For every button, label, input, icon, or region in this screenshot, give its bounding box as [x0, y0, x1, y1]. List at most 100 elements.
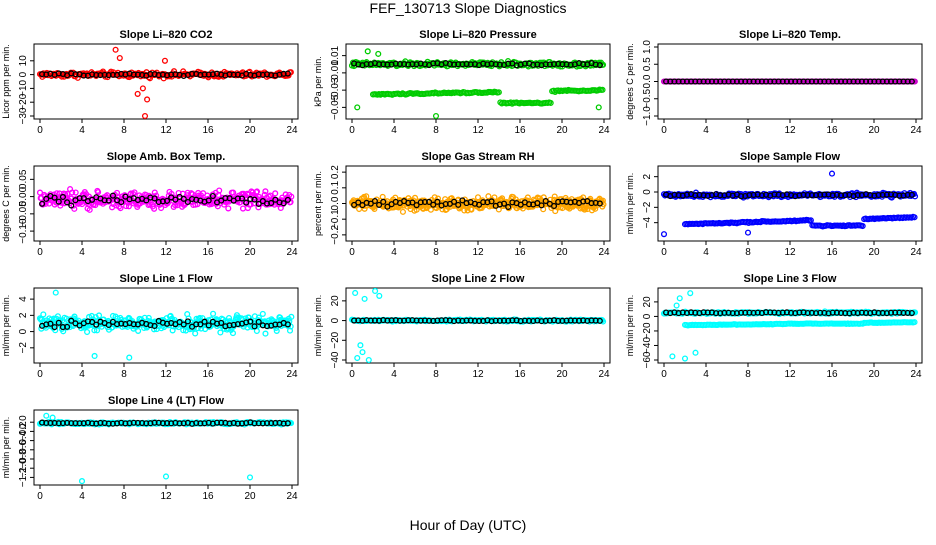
x-tick-label: 8	[433, 125, 439, 136]
data-point	[169, 327, 176, 334]
data-point	[89, 318, 96, 326]
panel-title: Slope Line 1 Flow	[120, 273, 213, 285]
x-tick-label: 16	[514, 247, 526, 258]
data-point	[172, 196, 179, 203]
panel-4: Slope Amb. Box Temp. degrees C per min. 0 4…	[1, 151, 299, 258]
data-points	[36, 186, 295, 213]
main-title: FEF_130713 Slope Diagnostics	[370, 0, 567, 16]
x-tick-label: 16	[514, 369, 526, 380]
y-axis-label: kPa per min.	[313, 56, 323, 107]
x-tick-label: 8	[745, 247, 751, 258]
data-point	[431, 194, 438, 201]
data-point	[284, 70, 291, 77]
data-point	[288, 313, 295, 320]
data-point	[361, 295, 368, 302]
x-tick-label: 12	[160, 369, 172, 380]
plot-frame	[33, 43, 299, 120]
x-tick-label: 0	[661, 369, 667, 380]
data-point	[911, 193, 919, 200]
x-tick-label: 4	[703, 369, 709, 380]
x-tick-label: 20	[868, 369, 880, 380]
y-tick-label: 0	[330, 317, 341, 323]
y-tick-label: −40	[642, 337, 653, 354]
data-point	[117, 205, 124, 212]
y-tick-label: −30	[18, 107, 29, 124]
data-point	[151, 322, 158, 330]
data-point	[196, 314, 203, 321]
data-point	[105, 197, 112, 204]
data-point	[145, 314, 152, 321]
panel-title: Slope Gas Stream RH	[421, 151, 534, 163]
x-tick-label: 20	[244, 125, 256, 136]
panel-title: Slope Amb. Box Temp.	[107, 151, 226, 163]
data-point	[272, 190, 279, 197]
y-tick-label: −0.01	[330, 60, 341, 86]
data-point	[55, 198, 62, 205]
data-point	[288, 193, 295, 200]
y-tick-label: 0	[18, 71, 29, 77]
data-point	[434, 198, 441, 205]
data-point	[68, 317, 75, 324]
data-point	[354, 354, 361, 362]
y-axis-label: percent per min.	[313, 171, 323, 236]
x-tick-label: 8	[121, 491, 127, 502]
y-tick-label: 0.5	[642, 57, 653, 71]
data-point	[95, 189, 102, 196]
y-tick-label: 0.01	[330, 45, 341, 65]
y-axis-label: ml/min per min.	[1, 417, 11, 479]
x-tick-label: 24	[910, 125, 922, 136]
x-tick-label: 24	[910, 369, 922, 380]
data-point	[284, 196, 291, 203]
data-point	[68, 202, 75, 209]
data-point	[255, 318, 262, 325]
data-point	[70, 202, 77, 209]
data-point	[284, 420, 291, 427]
y-tick-label: −20	[642, 322, 653, 339]
data-point	[141, 112, 149, 119]
data-point	[676, 295, 683, 302]
data-point	[413, 202, 420, 209]
data-point	[475, 201, 483, 208]
plot-frame	[345, 287, 611, 364]
data-point	[357, 342, 364, 349]
data-point	[134, 90, 141, 97]
data-point	[59, 193, 66, 200]
plot-frame	[657, 165, 923, 242]
x-tick-label: 12	[160, 125, 172, 136]
data-points	[36, 412, 295, 485]
data-point	[122, 193, 129, 200]
data-point	[596, 200, 603, 207]
x-tick-label: 0	[37, 491, 43, 502]
y-tick-label: −2	[18, 342, 29, 354]
y-tick-label: −20	[18, 93, 29, 110]
x-tick-label: 20	[556, 247, 568, 258]
data-point	[253, 188, 261, 195]
data-point	[205, 322, 212, 329]
data-point	[162, 473, 170, 480]
x-tick-label: 4	[79, 125, 85, 136]
data-points	[660, 170, 919, 238]
data-point	[500, 200, 508, 207]
x-tick-label: 0	[661, 125, 667, 136]
panel-title: Slope Li–820 Temp.	[739, 29, 841, 41]
y-axis-label: ml/min per min.	[1, 295, 11, 357]
data-point	[352, 289, 359, 297]
panel-title: Slope Li–820 CO2	[120, 29, 213, 41]
data-point	[599, 86, 606, 93]
data-point	[64, 199, 71, 206]
data-point	[409, 199, 416, 206]
x-tick-label: 8	[121, 369, 127, 380]
data-point	[105, 321, 112, 329]
data-point	[488, 198, 495, 205]
panel-10: Slope Line 4 (LT) Flow ml/min per min. 0 4 8…	[1, 395, 299, 502]
y-tick-label: −20	[330, 331, 341, 348]
panel-title: Slope Line 3 Flow	[744, 273, 837, 285]
x-tick-label: 12	[160, 491, 172, 502]
y-tick-label: −0.10	[18, 218, 29, 244]
data-point	[229, 330, 237, 337]
x-tick-label: 16	[826, 369, 838, 380]
data-point	[380, 198, 387, 205]
x-tick-label: 16	[202, 369, 214, 380]
x-tick-label: 0	[349, 369, 355, 380]
data-point	[143, 197, 150, 204]
